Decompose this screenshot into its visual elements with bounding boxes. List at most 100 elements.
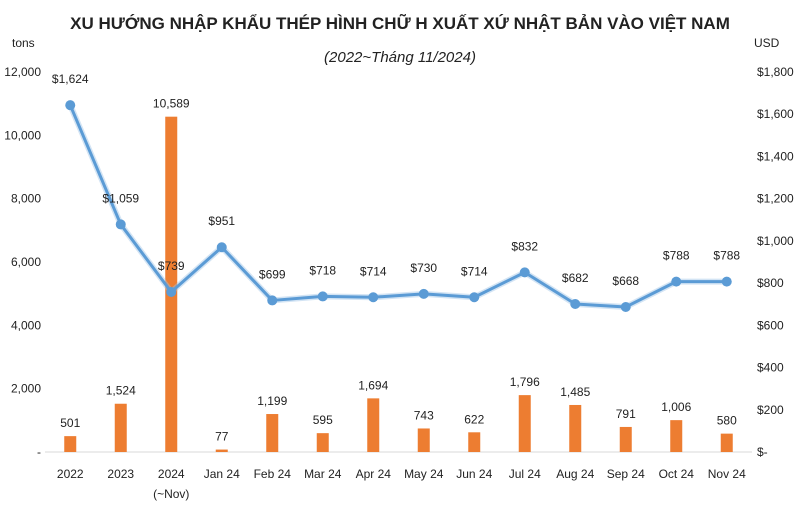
bar-data-label: 580 bbox=[717, 414, 737, 428]
category-label: Apr 24 bbox=[356, 467, 392, 481]
right-axis-tick-label: $600 bbox=[757, 318, 784, 332]
bar bbox=[670, 420, 683, 452]
line-point bbox=[267, 295, 278, 306]
bar bbox=[367, 398, 380, 452]
left-axis-unit: tons bbox=[12, 36, 35, 50]
bar-data-label: 743 bbox=[414, 408, 434, 422]
bar-data-label: 1,006 bbox=[661, 400, 691, 414]
bar-data-labels: 501 1,524 10,589 77 1,199 595 1,694 743 622 1,796… bbox=[60, 97, 737, 444]
line-data-label: $951 bbox=[208, 214, 235, 228]
line-point bbox=[368, 292, 379, 303]
right-axis-tick-label: $1,000 bbox=[757, 234, 794, 248]
right-axis-tick-label: $1,200 bbox=[757, 192, 794, 206]
line-point bbox=[115, 219, 126, 230]
line-point bbox=[519, 267, 530, 278]
line-data-label: $668 bbox=[612, 274, 639, 288]
right-axis-tick-label: $1,600 bbox=[757, 107, 794, 121]
category-label: Jul 24 bbox=[509, 467, 541, 481]
bar-data-label: 791 bbox=[616, 407, 636, 421]
line-data-label: $714 bbox=[461, 264, 488, 278]
category-label: Aug 24 bbox=[556, 467, 594, 481]
right-axis-tick-label: $800 bbox=[757, 276, 784, 290]
right-axis-ticks: $- $200 $400 $600 $800 $1,000 $1,200 $1,400 $1,6… bbox=[757, 65, 794, 459]
bar-data-label: 595 bbox=[313, 413, 333, 427]
bar bbox=[417, 428, 430, 452]
category-label: Jun 24 bbox=[456, 467, 492, 481]
line-point bbox=[671, 276, 682, 287]
bar bbox=[619, 426, 632, 452]
line-data-label: $832 bbox=[511, 239, 538, 253]
category-label: 2022 bbox=[57, 467, 84, 481]
line-point bbox=[317, 291, 328, 302]
bar bbox=[316, 433, 329, 452]
right-axis-tick-label: $200 bbox=[757, 403, 784, 417]
bar bbox=[468, 432, 481, 452]
line-point bbox=[469, 292, 480, 303]
category-label: Mar 24 bbox=[304, 467, 342, 481]
line-point bbox=[721, 276, 732, 287]
line-data-label: $739 bbox=[158, 259, 185, 273]
line-data-label: $699 bbox=[259, 267, 286, 281]
bar-data-label: 10,589 bbox=[153, 97, 190, 111]
bar bbox=[569, 404, 582, 452]
line-data-label: $682 bbox=[562, 271, 589, 285]
line-point bbox=[570, 299, 581, 310]
left-axis-tick-label: 10,000 bbox=[4, 128, 41, 142]
chart-subtitle: (2022~Tháng 11/2024) bbox=[324, 49, 476, 66]
left-axis-tick-label: 12,000 bbox=[4, 65, 41, 79]
bar bbox=[518, 395, 531, 452]
left-axis-tick-label: 6,000 bbox=[11, 255, 41, 269]
category-label: Jan 24 bbox=[204, 467, 240, 481]
right-axis-tick-label: $- bbox=[757, 445, 768, 459]
category-label: Nov 24 bbox=[708, 467, 746, 481]
category-label: Feb 24 bbox=[254, 467, 292, 481]
bar-data-label: 1,694 bbox=[358, 378, 388, 392]
category-label: Oct 24 bbox=[659, 467, 695, 481]
bar-data-label: 1,485 bbox=[560, 385, 590, 399]
bar-data-label: 77 bbox=[215, 430, 229, 444]
right-axis-tick-label: $400 bbox=[757, 361, 784, 375]
line-data-label: $714 bbox=[360, 264, 387, 278]
left-axis-tick-label: 4,000 bbox=[11, 318, 41, 332]
line-point bbox=[216, 242, 227, 253]
category-labels: 2022 2023 2024 (~Nov) Jan 24 Feb 24 Mar 24 Apr … bbox=[57, 467, 746, 501]
line-data-label: $1,624 bbox=[52, 72, 89, 86]
bar bbox=[114, 403, 127, 452]
bar bbox=[215, 449, 228, 452]
right-axis-unit: USD bbox=[754, 36, 780, 50]
left-axis-tick-label: 8,000 bbox=[11, 192, 41, 206]
line-series bbox=[65, 100, 732, 312]
right-axis-tick-label: $1,800 bbox=[757, 65, 794, 79]
line-data-label: $718 bbox=[309, 263, 336, 277]
bar-series bbox=[64, 116, 733, 452]
bar-data-label: 622 bbox=[464, 412, 484, 426]
bar bbox=[165, 116, 178, 452]
bar-data-label: 501 bbox=[60, 416, 80, 430]
category-label: May 24 bbox=[404, 467, 444, 481]
line-data-label: $788 bbox=[663, 249, 690, 263]
bar bbox=[266, 414, 279, 452]
line-series-path bbox=[68, 104, 727, 309]
bar-data-label: 1,796 bbox=[510, 375, 540, 389]
line-point bbox=[620, 301, 631, 312]
category-label: 2024 bbox=[158, 467, 185, 481]
bar bbox=[64, 436, 77, 452]
right-axis-tick-label: $1,400 bbox=[757, 149, 794, 163]
bar-data-label: 1,199 bbox=[257, 394, 287, 408]
line-point bbox=[65, 100, 76, 111]
category-label: 2023 bbox=[107, 467, 134, 481]
line-data-labels: $1,624 $1,059 $739 $951 $699 $718 $714 $730 $714… bbox=[52, 72, 741, 288]
chart-title: XU HƯỚNG NHẬP KHẨU THÉP HÌNH CHỮ H XUẤT … bbox=[70, 13, 730, 33]
category-sublabel: (~Nov) bbox=[153, 487, 189, 501]
left-axis-tick-label: 2,000 bbox=[11, 382, 41, 396]
left-axis-tick-label: - bbox=[37, 445, 41, 459]
bar-data-label: 1,524 bbox=[106, 384, 136, 398]
left-axis-ticks: - 2,000 4,000 6,000 8,000 10,000 12,000 bbox=[4, 65, 41, 459]
line-data-label: $788 bbox=[713, 249, 740, 263]
bar bbox=[720, 433, 733, 452]
line-data-label: $730 bbox=[410, 261, 437, 275]
category-label: Sep 24 bbox=[607, 467, 645, 481]
line-data-label: $1,059 bbox=[102, 191, 139, 205]
